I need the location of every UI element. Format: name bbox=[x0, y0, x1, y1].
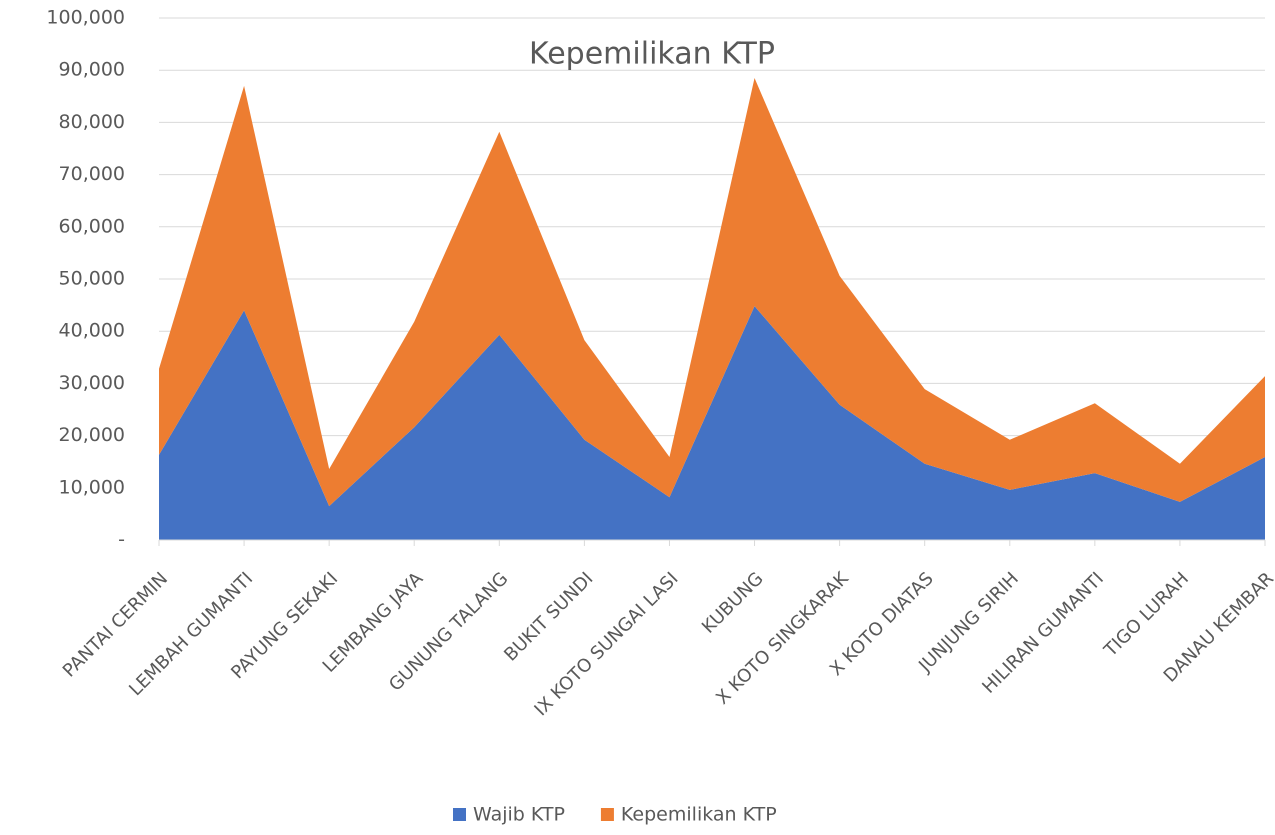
area bbox=[159, 306, 1265, 540]
y-tick-label: 50,000 bbox=[59, 268, 125, 290]
y-tick-label: 40,000 bbox=[59, 320, 125, 342]
y-tick-label: 80,000 bbox=[59, 111, 125, 133]
chart-title: Kepemilikan KTP bbox=[529, 37, 775, 72]
y-tick-label: - bbox=[118, 529, 125, 551]
y-tick-label: 30,000 bbox=[59, 372, 125, 394]
y-tick-label: 70,000 bbox=[59, 163, 125, 185]
y-tick-label: 60,000 bbox=[59, 215, 125, 237]
legend-label: Kepemilikan KTP bbox=[621, 804, 777, 826]
y-tick-label: 100,000 bbox=[46, 7, 125, 29]
y-tick-label: 90,000 bbox=[59, 59, 125, 81]
y-tick-label: 10,000 bbox=[59, 476, 125, 498]
area bbox=[159, 78, 1265, 507]
legend-swatch bbox=[600, 808, 614, 821]
legend-label: Wajib KTP bbox=[473, 804, 565, 826]
legend-swatch bbox=[453, 808, 466, 821]
y-tick-label: 20,000 bbox=[59, 424, 125, 446]
